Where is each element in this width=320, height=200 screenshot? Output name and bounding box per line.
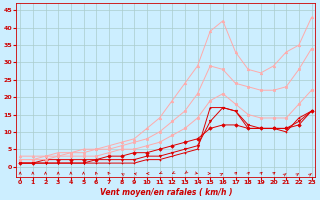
X-axis label: Vent moyen/en rafales ( km/h ): Vent moyen/en rafales ( km/h ) [100, 188, 232, 197]
